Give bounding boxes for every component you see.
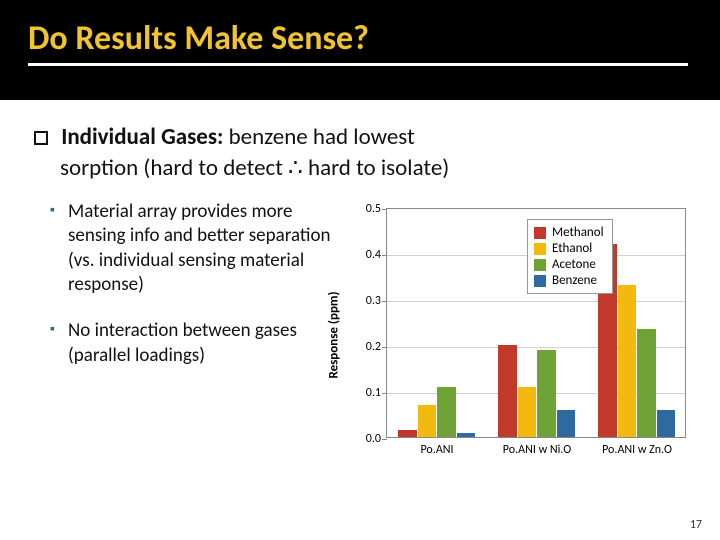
bar-chart: Response (ppm) 0.00.10.20.30.40.5Po.ANIP… (340, 200, 700, 470)
chart-ytick: 0.5 (366, 202, 387, 216)
legend-item: Acetone (534, 257, 604, 272)
subhead-rest-2: sorption (hard to detect ∴ hard to isola… (60, 153, 449, 184)
legend-label: Ethanol (552, 241, 592, 256)
chart-bar (418, 405, 437, 437)
chart-legend: MethanolEthanolAcetoneBenzene (527, 219, 613, 294)
chart-bar (637, 329, 656, 437)
legend-swatch-icon (534, 275, 546, 287)
chart-ytick: 0.4 (366, 248, 387, 262)
legend-label: Benzene (552, 273, 597, 288)
chart-bar (618, 285, 637, 437)
chart-bar (537, 350, 556, 437)
legend-item: Methanol (534, 225, 604, 240)
subhead-lead: Individual Gases: (61, 123, 223, 151)
chart-bar (457, 433, 476, 438)
outline-square-icon (34, 131, 48, 145)
legend-label: Acetone (552, 257, 596, 272)
chart-xtick: Po.ANI w Ni.O (503, 437, 571, 457)
chart-bar (657, 410, 676, 438)
chart-ytick: 0.2 (366, 340, 387, 354)
chart-bar (398, 430, 417, 437)
subhead-rest-1: benzene had lowest (223, 123, 414, 151)
legend-swatch-icon (534, 243, 546, 255)
chart-bar (557, 410, 576, 438)
chart-bar (498, 345, 517, 437)
page-title: Do Results Make Sense? (28, 18, 688, 66)
chart-xtick: Po.ANI w Zn.O (602, 437, 672, 457)
title-band: Do Results Make Sense? (0, 0, 720, 100)
chart-bar (437, 387, 456, 438)
chart-ytick: 0.0 (366, 432, 387, 446)
chart-ylabel: Response (ppm) (327, 292, 342, 379)
page-number: 17 (690, 518, 702, 532)
legend-swatch-icon (534, 259, 546, 271)
legend-label: Methanol (552, 225, 604, 240)
chart-ytick: 0.3 (366, 294, 387, 308)
bullet-list: Material array provides more sensing inf… (50, 200, 340, 470)
chart-plot-area: 0.00.10.20.30.40.5Po.ANIPo.ANI w Ni.OPo.… (386, 208, 686, 438)
list-item: No interaction between gases (parallel l… (50, 319, 340, 368)
chart-ytick: 0.1 (366, 386, 387, 400)
legend-item: Benzene (534, 273, 604, 288)
list-item: Material array provides more sensing inf… (50, 200, 340, 297)
chart-xtick: Po.ANI (420, 437, 453, 457)
legend-item: Ethanol (534, 241, 604, 256)
subhead: Individual Gases: benzene had lowest sor… (0, 100, 720, 184)
body-area: Material array provides more sensing inf… (0, 184, 720, 470)
legend-swatch-icon (534, 227, 546, 239)
chart-bar (518, 387, 537, 438)
